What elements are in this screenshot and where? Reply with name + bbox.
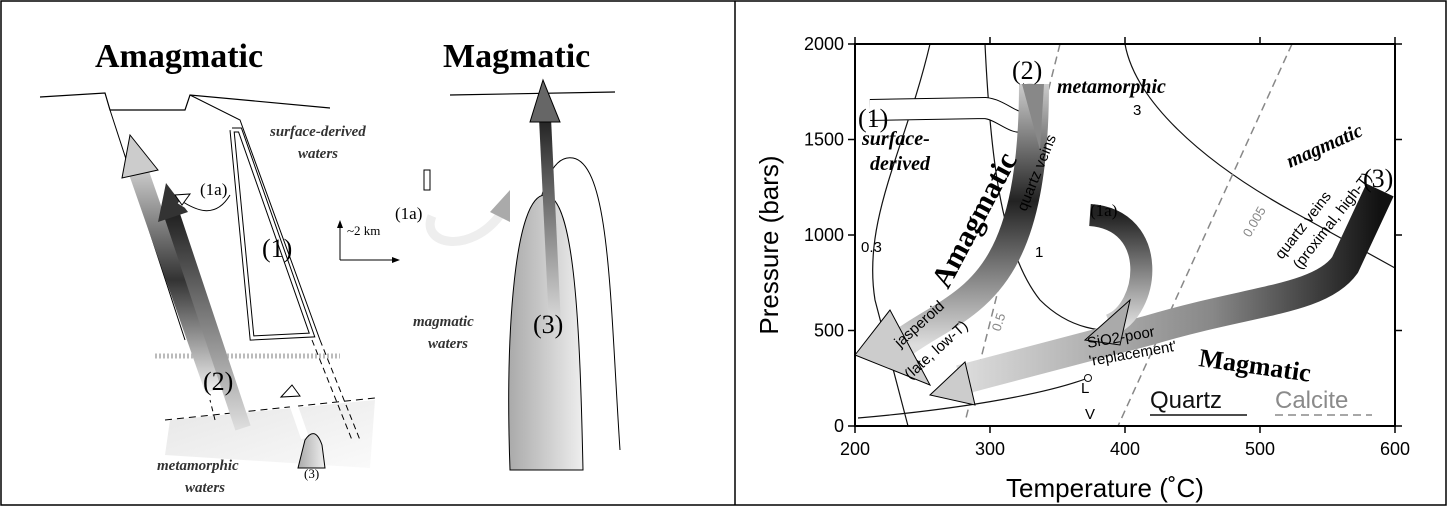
- label: (1): [262, 234, 292, 263]
- annotation: V: [1085, 406, 1095, 423]
- annotation: 3: [1133, 102, 1141, 119]
- surface: [40, 93, 330, 110]
- y-tick-label: 0: [834, 416, 844, 436]
- label: (1a): [395, 204, 422, 223]
- x-tick-label: 400: [1110, 439, 1140, 459]
- annotation: magmatic: [1283, 119, 1366, 172]
- x-tick-label: 200: [840, 439, 870, 459]
- label: (2): [203, 367, 233, 396]
- y-tick-label: 1500: [804, 130, 844, 150]
- annotation: Magmatic: [1197, 343, 1313, 387]
- legend-label: Calcite: [1275, 387, 1348, 414]
- label: ~2 km: [347, 223, 380, 238]
- annotation: surface-: [861, 128, 930, 150]
- y-tick-label: 1000: [804, 225, 844, 245]
- annotation: 0.3: [861, 239, 882, 256]
- annotation: (1a): [1090, 201, 1117, 220]
- label: waters: [298, 146, 338, 162]
- x-tick-label: 300: [975, 439, 1005, 459]
- figure: Amagmatic Magmatic surface-derived water…: [0, 0, 1447, 506]
- y-tick-label: 2000: [804, 34, 844, 54]
- x-tick-label: 600: [1380, 439, 1410, 459]
- label: (3): [304, 466, 319, 481]
- legend-label: Quartz: [1150, 387, 1222, 414]
- annotation: metamorphic: [1057, 76, 1166, 98]
- annotation: derived: [870, 153, 931, 175]
- label: (3): [533, 310, 563, 339]
- label: waters: [185, 480, 225, 496]
- x-tick-label: 500: [1245, 439, 1275, 459]
- label: metamorphic: [157, 458, 239, 474]
- panel-title: Magmatic: [443, 38, 590, 75]
- x-axis-label: Temperature (˚C): [1006, 473, 1204, 503]
- label: magmatic: [413, 314, 474, 330]
- y-axis-label: Pressure (bars): [754, 155, 784, 334]
- label: waters: [428, 336, 468, 352]
- annotation: (2): [1012, 56, 1042, 85]
- panel-title: Amagmatic: [95, 38, 263, 75]
- annotation: L: [1081, 380, 1089, 397]
- y-tick-label: 500: [814, 321, 844, 341]
- label: surface-derived: [269, 124, 366, 140]
- annotation: 1: [1035, 244, 1043, 261]
- annotation: 0.005: [1240, 204, 1269, 240]
- label: (1a): [200, 180, 227, 199]
